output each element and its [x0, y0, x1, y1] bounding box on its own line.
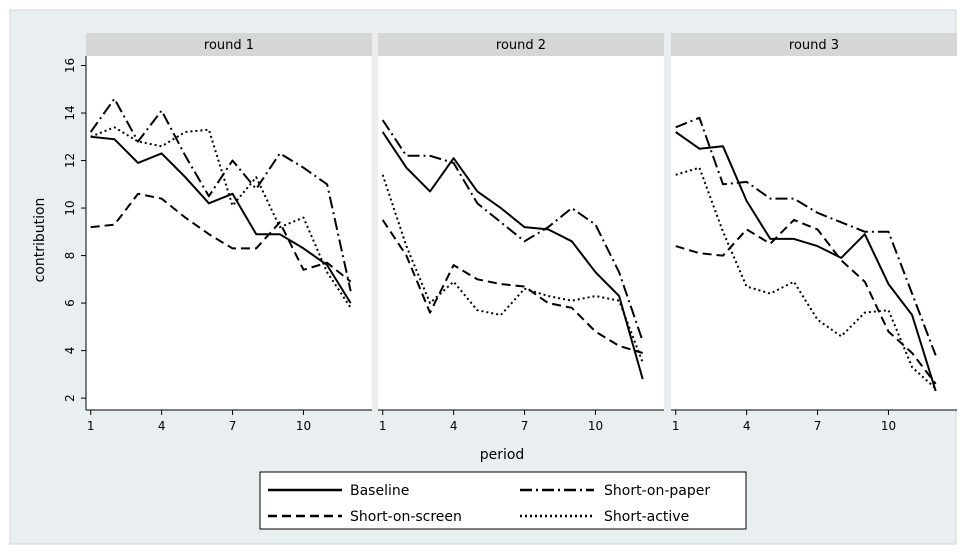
x-tick-label: 1 — [672, 419, 680, 433]
panel-strip — [86, 33, 372, 56]
panel-strip — [671, 33, 957, 56]
x-tick-label: 7 — [229, 419, 237, 433]
legend-label: Short-on-paper — [604, 483, 710, 499]
panel-title: round 2 — [496, 38, 546, 53]
y-tick-label: 14 — [63, 105, 77, 120]
y-tick-label: 8 — [63, 252, 77, 260]
series-line-short-on-screen — [675, 218, 937, 385]
panel-strip — [378, 33, 664, 56]
y-tick-label: 10 — [63, 200, 77, 215]
x-tick-label: 10 — [881, 419, 896, 433]
series-line-baseline — [90, 135, 352, 304]
x-tick-label: 1 — [379, 419, 387, 433]
legend-label: Baseline — [350, 483, 409, 499]
y-tick-label: 4 — [63, 347, 77, 355]
panel-title: round 3 — [789, 38, 839, 53]
series-line-short-on-screen — [381, 219, 643, 354]
series-line-baseline — [675, 131, 937, 392]
legend-label: Short-active — [604, 509, 689, 525]
legend: Baseline Short-on-paper Short-on-screen Sho… — [259, 471, 747, 530]
x-axis-label: period — [480, 447, 525, 463]
panel-3: round 3 1 4 7 10 — [671, 33, 957, 433]
series-line-short-on-paper — [675, 116, 937, 356]
panel-title: round 1 — [204, 38, 254, 53]
panel-2: round 2 1 4 7 10 — [378, 33, 664, 433]
plot-area — [86, 56, 372, 410]
legend-box — [259, 471, 747, 530]
series-line-baseline — [381, 131, 644, 380]
series-line-short-active — [381, 174, 644, 363]
y-tick-label: 16 — [63, 58, 77, 73]
y-axis-label: contribution — [32, 198, 48, 283]
x-tick-label: 10 — [296, 419, 311, 433]
legend-label: Short-on-screen — [350, 509, 462, 525]
y-tick-label: 6 — [63, 299, 77, 307]
plot-area — [671, 56, 957, 410]
series-line-short-on-screen — [90, 192, 352, 283]
x-tick-label: 10 — [588, 419, 603, 433]
x-tick-label: 7 — [521, 419, 529, 433]
plot-area — [378, 56, 664, 410]
x-tick-label: 1 — [87, 419, 95, 433]
x-tick-label: 4 — [158, 419, 166, 433]
y-tick-label: 12 — [63, 153, 77, 168]
x-tick-label: 7 — [814, 419, 822, 433]
series-line-short-active — [675, 166, 937, 390]
series-line-short-active — [90, 126, 352, 309]
y-tick-label: 2 — [63, 394, 77, 402]
x-tick-label: 4 — [450, 419, 458, 433]
x-tick-label: 4 — [743, 419, 751, 433]
series-line-short-on-paper — [89, 97, 352, 292]
series-line-short-on-paper — [381, 119, 644, 342]
